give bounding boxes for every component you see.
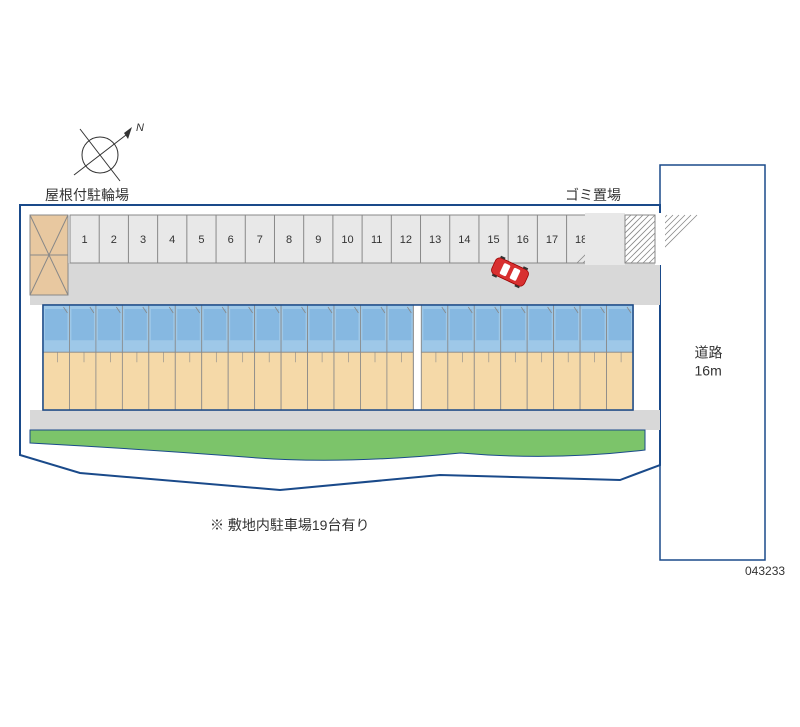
parking-stall-number: 16 [517, 234, 529, 246]
trash-area-label: ゴミ置場 [565, 187, 621, 203]
parking-stall-number: 8 [286, 234, 292, 246]
parking-stall-number: 14 [458, 234, 470, 246]
site-plan-container: N 屋根付駐輪場 ゴミ置場 道路16m 12345678910111213141… [0, 0, 800, 727]
parking-stall-number: 6 [228, 234, 234, 246]
building-block [43, 305, 633, 410]
svg-text:道路: 道路 [695, 345, 723, 361]
compass-icon: N [74, 122, 144, 181]
plan-id: 043233 [745, 564, 785, 578]
parking-stall-number: 2 [111, 234, 117, 246]
site-plan-svg: N 屋根付駐輪場 ゴミ置場 道路16m 12345678910111213141… [0, 0, 800, 727]
parking-stall-number: 10 [341, 234, 353, 246]
bike-parking-area [30, 215, 68, 295]
parking-stall-number: 9 [315, 234, 321, 246]
parking-stall-number: 13 [429, 234, 441, 246]
parking-stall-number: 12 [400, 234, 412, 246]
parking-note: ※ 敷地内駐車場19台有り [210, 517, 369, 533]
parking-stall-number: 17 [546, 234, 558, 246]
bike-parking-label: 屋根付駐輪場 [45, 187, 129, 203]
parking-stall-number: 11 [371, 234, 382, 246]
svg-text:16m: 16m [695, 363, 722, 379]
parking-stall-number: 5 [198, 234, 204, 246]
parking-stall-number: 3 [140, 234, 146, 246]
parking-stall-number: 15 [487, 234, 499, 246]
parking-stall-number: 7 [257, 234, 263, 246]
svg-text:N: N [136, 122, 144, 134]
parking-stall-number: 4 [169, 234, 175, 246]
parking-row: 12345678910111213141516171819 [70, 215, 625, 263]
parking-stall-number: 1 [82, 234, 88, 246]
